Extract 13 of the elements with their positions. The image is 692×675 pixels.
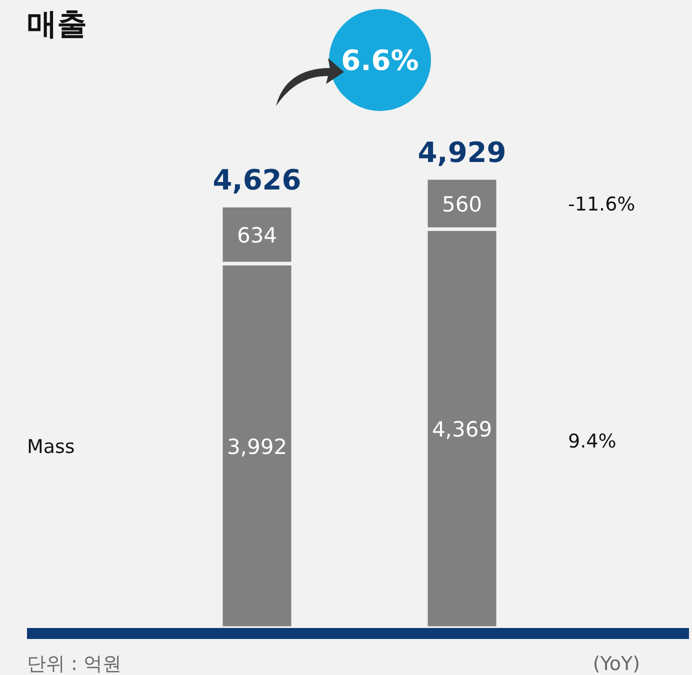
data-label: 3,992 <box>226 434 288 459</box>
text: Mass <box>27 436 75 458</box>
total-label: 4,929 <box>418 136 506 169</box>
text: (YoY) <box>592 653 640 675</box>
annotation: -11.6% <box>568 194 636 216</box>
text: 6.6% <box>341 44 419 77</box>
data-label: 634 <box>236 224 278 248</box>
data-label: 560 <box>442 192 482 217</box>
text: 단위 : 억원 <box>27 653 122 675</box>
annotation: 9.4% <box>568 430 616 453</box>
chart-title: 매출 <box>27 7 87 42</box>
total-label: 4,626 <box>212 164 302 197</box>
data-label: 4,369 <box>432 418 492 442</box>
